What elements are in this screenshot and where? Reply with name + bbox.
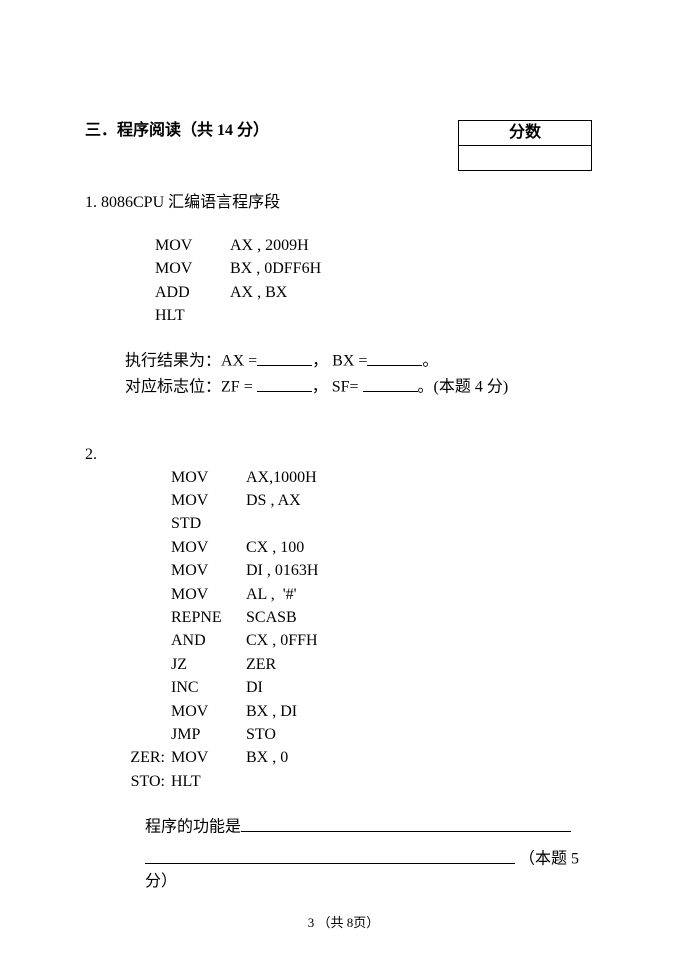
score-value: [459, 146, 592, 171]
code-line: REPNESCASB: [115, 607, 602, 629]
q2-code: MOVAX,1000H MOVDS , AX STD MOVCX , 100 M…: [115, 467, 602, 793]
q1-code: MOVAX , 2009H MOVBX , 0DFF6H ADDAX , BX …: [155, 235, 602, 328]
code-line: MOVBX , DI: [115, 701, 602, 723]
blank-func-1: [241, 813, 571, 832]
code-line: STO:HLT: [115, 771, 602, 793]
q2-function-line2: （本题 5 分）: [145, 845, 602, 893]
section-title-text: 三．程序阅读（共 14 分）: [85, 120, 269, 142]
q2-header: 2.: [85, 444, 602, 466]
code-line: INCDI: [115, 677, 602, 699]
code-line: JZZER: [115, 654, 602, 676]
code-line: ZER:MOVBX , 0: [115, 747, 602, 769]
q1-header: 1. 8086CPU 汇编语言程序段: [85, 192, 602, 214]
code-line: MOVAL , '#': [115, 584, 602, 606]
code-line: STD: [115, 513, 602, 535]
code-line: ANDCX , 0FFH: [115, 630, 602, 652]
code-line: JMPSTO: [115, 724, 602, 746]
blank-sf: [363, 373, 418, 392]
page-footer: 3 （共 8页）: [0, 912, 687, 931]
code-line: MOVCX , 100: [115, 537, 602, 559]
result-line-2: 对应标志位：ZF = ， SF= 。(本题 4 分): [125, 373, 602, 399]
result-line-1: 执行结果为：AX =， BX =。: [125, 347, 602, 373]
code-line: ADDAX , BX: [155, 282, 602, 304]
code-line: MOVBX , 0DFF6H: [155, 258, 602, 280]
q2-function: 程序的功能是: [145, 813, 602, 839]
q1-results: 执行结果为：AX =， BX =。 对应标志位：ZF = ， SF= 。(本题 …: [125, 347, 602, 399]
code-line: MOVAX,1000H: [115, 467, 602, 489]
code-line: MOVAX , 2009H: [155, 235, 602, 257]
blank-zf: [257, 373, 312, 392]
blank-func-2: [145, 845, 515, 864]
code-line: HLT: [155, 305, 602, 327]
code-line: MOVDI , 0163H: [115, 560, 602, 582]
score-box: 分数: [458, 120, 592, 171]
code-line: MOVDS , AX: [115, 490, 602, 512]
blank-ax: [257, 347, 312, 366]
score-label: 分数: [459, 121, 592, 146]
blank-bx: [367, 347, 422, 366]
